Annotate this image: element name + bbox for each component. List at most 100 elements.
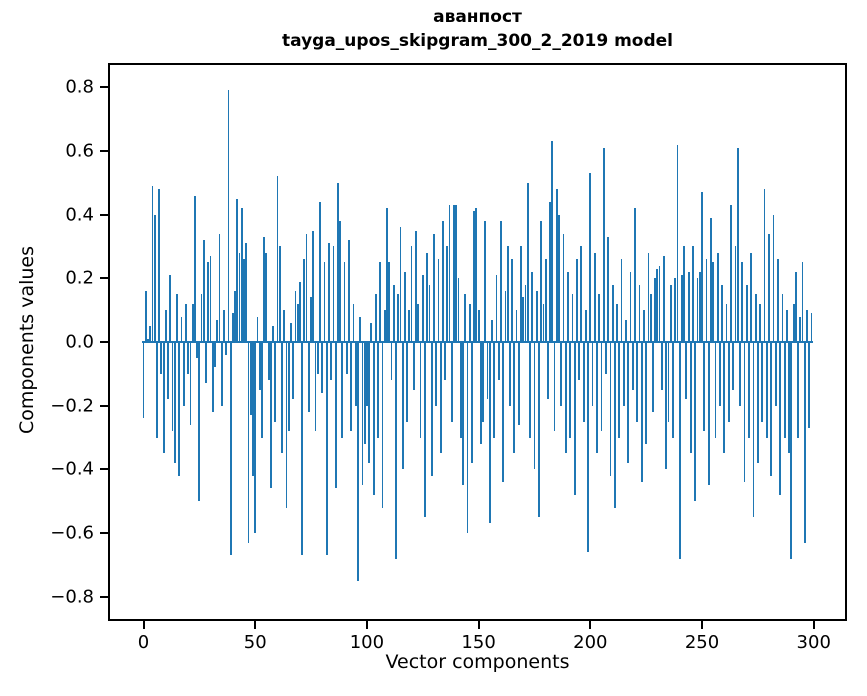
bar: [169, 275, 172, 342]
x-tick-mark: [812, 621, 815, 629]
bar: [477, 310, 480, 342]
bar: [643, 310, 645, 342]
bar: [164, 310, 167, 342]
bar: [634, 208, 636, 342]
bar: [216, 319, 219, 342]
x-tick-label: 250: [684, 632, 720, 653]
bar: [450, 342, 453, 422]
bar: [399, 227, 402, 342]
bar: [272, 326, 274, 342]
x-tick-mark: [477, 621, 480, 629]
y-tick-label: −0.4: [50, 458, 94, 480]
bar: [631, 342, 634, 390]
bar: [301, 342, 303, 556]
bar: [151, 185, 154, 342]
bar: [479, 342, 482, 444]
bar: [491, 319, 493, 342]
bar: [493, 342, 496, 438]
bar: [200, 294, 203, 342]
bar: [488, 342, 491, 524]
bar: [748, 342, 750, 438]
bar: [357, 342, 359, 581]
y-tick-label: 0.6: [65, 140, 94, 162]
x-tick-label: 150: [461, 632, 496, 653]
bar: [777, 259, 779, 342]
chart-title-word: аванпост: [433, 7, 522, 27]
bar: [616, 303, 618, 342]
bar: [513, 342, 516, 454]
y-tick-mark: [100, 404, 108, 407]
bar: [441, 221, 444, 342]
bar: [763, 189, 766, 342]
bar: [625, 319, 627, 342]
bar: [348, 240, 350, 342]
y-tick-label: 0.4: [65, 204, 94, 226]
bar: [176, 294, 178, 342]
bar: [571, 294, 574, 342]
bar: [211, 342, 214, 413]
bar: [296, 303, 299, 342]
bar: [779, 342, 782, 495]
x-tick-mark: [254, 621, 257, 629]
bar: [473, 211, 476, 342]
bar: [263, 236, 266, 342]
x-tick-label: 0: [137, 632, 150, 653]
bar: [486, 342, 489, 400]
bar: [573, 342, 576, 495]
y-tick-label: −0.8: [50, 586, 94, 608]
bar: [243, 259, 245, 342]
bar: [790, 342, 793, 559]
bar: [622, 342, 625, 406]
bar: [417, 303, 420, 342]
bar: [770, 342, 773, 476]
bar: [540, 221, 543, 342]
bar: [526, 182, 529, 342]
bar: [542, 303, 545, 342]
bar: [144, 291, 147, 342]
bar: [220, 342, 223, 406]
bar: [582, 342, 585, 422]
bar: [806, 310, 808, 342]
bar: [538, 342, 540, 518]
bar: [593, 252, 596, 342]
bar: [194, 195, 196, 342]
bar: [249, 342, 252, 416]
bar: [689, 342, 692, 454]
bar: [638, 284, 641, 342]
bar: [424, 342, 426, 518]
bar: [430, 342, 433, 476]
bar: [788, 342, 791, 454]
bar: [611, 284, 614, 342]
bar: [681, 275, 683, 342]
bar: [710, 217, 712, 342]
bar: [336, 182, 339, 342]
bar: [462, 342, 464, 486]
x-tick-mark: [701, 621, 704, 629]
bar: [207, 262, 210, 342]
bar: [363, 342, 366, 444]
y-tick-label: −0.2: [50, 395, 94, 417]
bar: [332, 246, 335, 342]
x-tick-label: 100: [349, 632, 385, 653]
bar: [694, 342, 697, 502]
bar: [629, 271, 632, 342]
bar: [500, 221, 502, 342]
bar: [580, 246, 583, 342]
bar: [350, 342, 353, 432]
bar: [656, 268, 659, 342]
bar: [366, 342, 368, 406]
bar: [730, 205, 732, 342]
bar: [285, 342, 288, 508]
bar: [584, 310, 587, 342]
bar: [471, 342, 473, 463]
bar: [171, 342, 174, 432]
x-tick-mark: [365, 621, 368, 629]
y-tick-mark: [100, 277, 108, 280]
zero-baseline: [142, 341, 813, 343]
bar: [381, 342, 384, 508]
bar: [794, 271, 797, 342]
bar: [546, 342, 549, 400]
bar: [189, 342, 192, 425]
bar: [750, 252, 753, 342]
bar: [701, 192, 703, 342]
